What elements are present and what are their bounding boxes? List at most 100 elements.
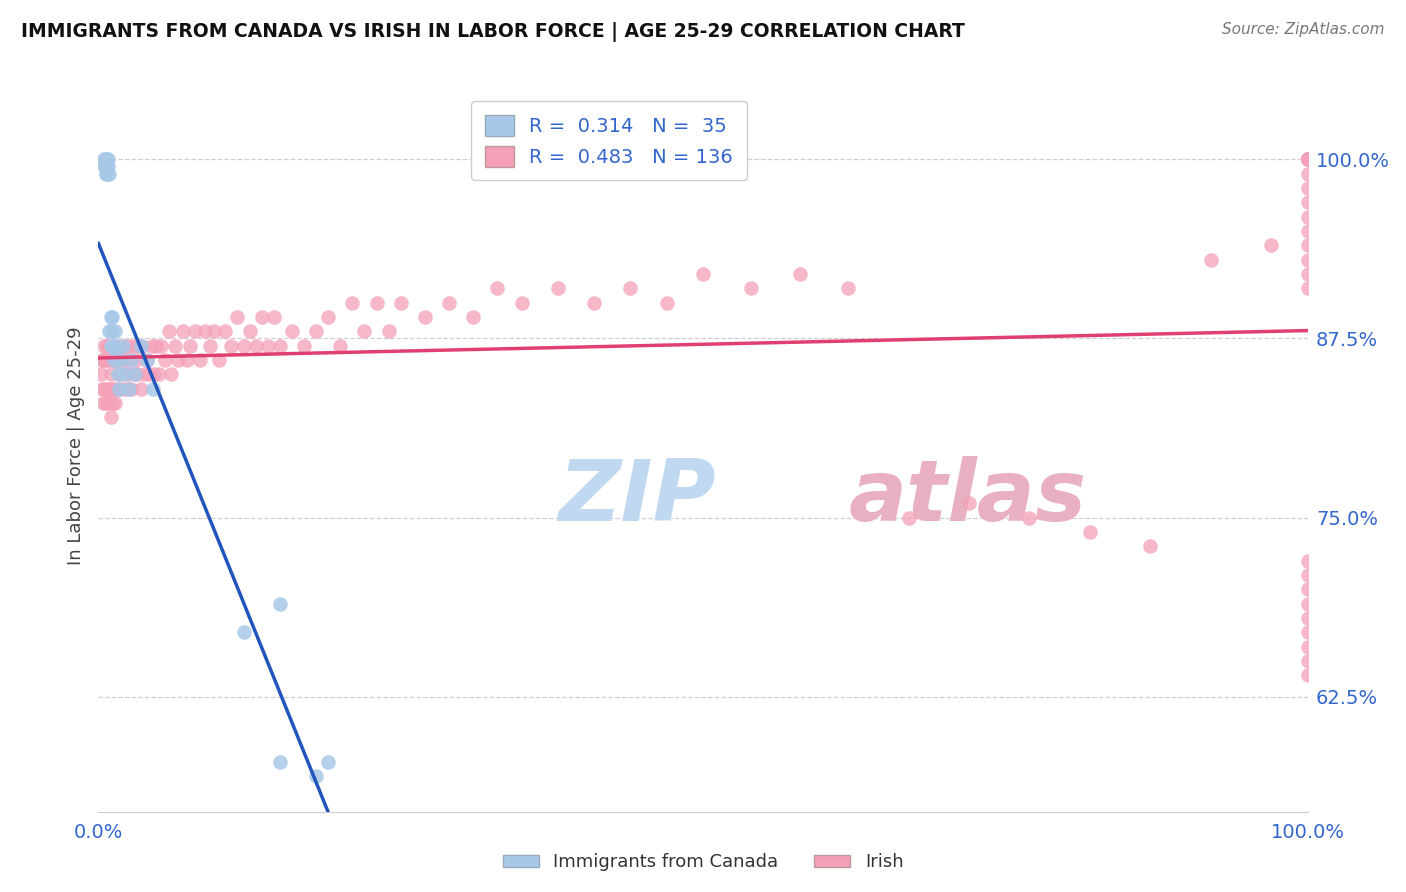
Point — [100, 310, 122, 324]
Point — [101, 338, 124, 352]
Point — [740, 281, 762, 295]
Point — [269, 755, 291, 769]
Point — [96, 382, 118, 396]
Point — [1296, 152, 1319, 166]
Point — [91, 396, 114, 410]
Point — [198, 338, 221, 352]
Point — [239, 324, 262, 338]
Point — [547, 281, 569, 295]
Point — [108, 382, 131, 396]
Point — [107, 338, 129, 352]
Text: ZIP: ZIP — [558, 456, 716, 539]
Point — [93, 338, 115, 352]
Legend: R =  0.314   N =  35, R =  0.483   N = 136: R = 0.314 N = 35, R = 0.483 N = 136 — [471, 101, 747, 180]
Point — [94, 353, 117, 368]
Point — [1296, 181, 1319, 195]
Point — [256, 338, 278, 352]
Point — [131, 338, 153, 352]
Point — [96, 159, 118, 173]
Point — [112, 368, 135, 382]
Point — [1296, 238, 1319, 252]
Point — [115, 382, 138, 396]
Point — [1296, 281, 1319, 295]
Point — [1296, 167, 1319, 181]
Point — [160, 368, 183, 382]
Point — [153, 353, 176, 368]
Point — [145, 338, 167, 352]
Point — [176, 353, 198, 368]
Point — [789, 267, 811, 281]
Point — [96, 338, 118, 352]
Point — [221, 338, 243, 352]
Point — [91, 353, 114, 368]
Point — [1296, 152, 1319, 166]
Point — [127, 368, 149, 382]
Point — [655, 295, 678, 310]
Point — [226, 310, 249, 324]
Point — [1296, 554, 1319, 568]
Point — [214, 324, 236, 338]
Point — [1296, 152, 1319, 166]
Point — [107, 368, 129, 382]
Point — [281, 324, 304, 338]
Point — [91, 382, 114, 396]
Point — [101, 396, 124, 410]
Point — [1296, 152, 1319, 166]
Point — [172, 324, 194, 338]
Legend: Immigrants from Canada, Irish: Immigrants from Canada, Irish — [495, 847, 911, 879]
Point — [292, 338, 315, 352]
Point — [127, 338, 149, 352]
Point — [97, 353, 120, 368]
Point — [110, 382, 132, 396]
Point — [329, 338, 352, 352]
Point — [1296, 252, 1319, 267]
Point — [150, 338, 173, 352]
Point — [105, 338, 128, 352]
Point — [101, 353, 124, 368]
Point — [97, 159, 120, 173]
Point — [342, 295, 364, 310]
Point — [91, 353, 114, 368]
Text: atlas: atlas — [848, 456, 1087, 539]
Point — [114, 368, 136, 382]
Point — [111, 338, 134, 352]
Point — [1296, 611, 1319, 625]
Point — [316, 310, 339, 324]
Point — [1296, 152, 1319, 166]
Point — [163, 338, 186, 352]
Point — [232, 338, 254, 352]
Point — [94, 396, 117, 410]
Point — [94, 152, 117, 166]
Point — [1296, 640, 1319, 654]
Point — [188, 353, 211, 368]
Point — [1296, 582, 1319, 597]
Point — [263, 310, 285, 324]
Point — [129, 382, 152, 396]
Point — [103, 382, 125, 396]
Point — [98, 324, 121, 338]
Point — [93, 152, 115, 166]
Point — [90, 368, 112, 382]
Point — [1199, 252, 1222, 267]
Point — [148, 368, 170, 382]
Point — [1260, 238, 1282, 252]
Point — [100, 310, 122, 324]
Point — [97, 152, 120, 166]
Point — [305, 769, 328, 783]
Point — [104, 353, 127, 368]
Point — [118, 382, 141, 396]
Point — [105, 382, 128, 396]
Point — [100, 338, 122, 352]
Point — [98, 338, 121, 352]
Point — [1296, 625, 1319, 640]
Point — [1018, 510, 1040, 524]
Point — [118, 368, 141, 382]
Point — [124, 368, 146, 382]
Point — [1296, 152, 1319, 166]
Point — [510, 295, 533, 310]
Point — [100, 368, 122, 382]
Point — [1296, 568, 1319, 582]
Point — [141, 338, 163, 352]
Point — [103, 338, 125, 352]
Point — [897, 510, 920, 524]
